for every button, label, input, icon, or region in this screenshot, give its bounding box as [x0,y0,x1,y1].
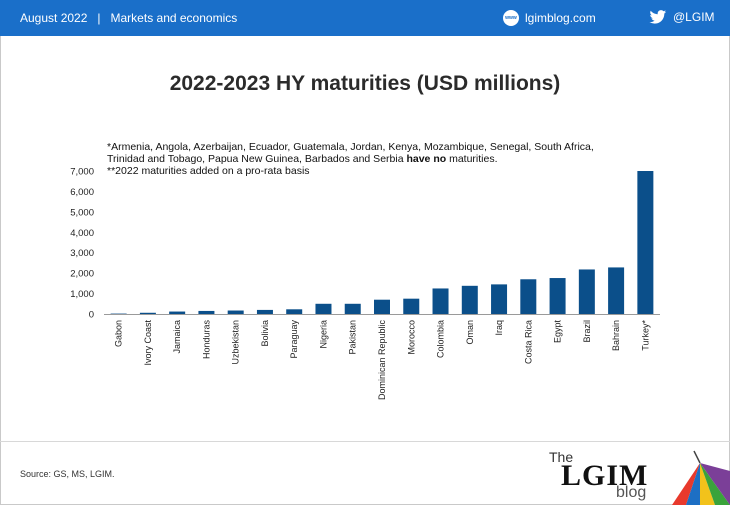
x-tick-label: Gabon [114,320,124,347]
x-tick-label: Egypt [553,320,563,344]
site-label: lgimblog.com [525,11,596,25]
x-tick-label: Nigeria [318,320,328,349]
bar [198,310,215,314]
bar [227,310,244,314]
source-note: Source: GS, MS, LGIM. [20,469,115,479]
header-separator: | [97,11,101,25]
bar [344,303,361,314]
x-tick-label: Jamaica [172,320,182,354]
bar-chart: 0 1,000 2,000 3,000 4,000 5,000 6,000 7,000 Gabo… [70,167,660,401]
y-tick-label: 6,000 [70,187,94,198]
x-tick-label: Honduras [201,320,211,360]
umbrella-icon [672,450,730,505]
bar [256,309,273,314]
bar [608,267,625,314]
x-tick-label: Turkey* [640,320,650,351]
note-text-end: maturities. [446,153,498,165]
bar [491,284,508,314]
bar [110,313,127,315]
logo-blog: blog [616,484,647,501]
header-date: August 2022 [20,11,88,25]
lgim-blog-logo: The LGIM blog [540,449,730,505]
x-tick-label: Bahrain [611,320,621,351]
x-tick-label: Oman [465,320,475,345]
bar [578,269,595,314]
bar [432,288,449,314]
note-line2: **2022 maturities added on a pro-rata ba… [107,165,310,177]
chart-title: 2022-2023 HY maturities (USD millions) [169,72,561,95]
header-bar: August 2022 | Markets and economics www lg… [0,0,730,36]
site-link[interactable]: www lgimblog.com [503,10,596,26]
x-tick-label: Bolivia [260,320,270,347]
bar [374,299,390,314]
note-emphasis: have no [406,153,447,165]
twitter-link[interactable]: @LGIM [649,10,715,24]
y-tick-label: 5,000 [70,207,94,218]
header-section-link[interactable]: Markets and economics [110,11,238,25]
bar [637,171,654,314]
bar [286,309,303,314]
twitter-icon [649,10,667,24]
twitter-label: @LGIM [673,10,715,24]
note-text: *Armenia, Angola, Azerbaijan, Ecuador, G… [107,141,594,165]
x-tick-label: Iraq [494,320,504,336]
x-tick-label: Pakistan [348,320,358,355]
y-tick-label: 4,000 [70,228,94,239]
y-tick-label: 3,000 [70,248,94,259]
x-tick-label: Morocco [406,320,416,355]
bar [139,312,156,314]
header-left: August 2022 | Markets and economics [20,11,237,25]
bar [403,298,420,314]
bar [461,285,478,314]
y-tick-label: 1,000 [70,289,94,300]
logo-lgim: LGIM [561,459,649,492]
y-tick-label: 2,000 [70,269,94,280]
x-tick-label: Brazil [582,320,592,343]
x-tick-label: Ivory Coast [143,320,153,366]
chart-note: *Armenia, Angola, Azerbaijan, Ecuador, G… [107,141,632,177]
y-tick-label: 7,000 [70,167,94,178]
x-tick-label: Paraguay [289,320,299,359]
footer-divider [0,441,730,442]
x-tick-label: Costa Rica [523,320,533,364]
x-tick-label: Uzbekistan [231,320,241,365]
logo-the: The [549,449,574,465]
bar [520,279,537,314]
x-tick-label: Dominican Republic [377,320,387,401]
bar [315,303,332,314]
globe-icon: www [503,10,519,26]
x-tick-label: Colombia [436,320,446,358]
bar [549,278,566,314]
y-tick-label: 0 [89,310,94,321]
bar [169,311,186,314]
